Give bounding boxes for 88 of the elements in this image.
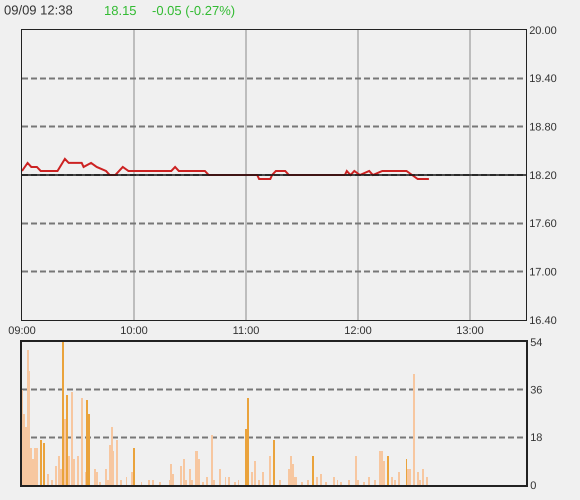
bar xyxy=(363,482,365,485)
y-tick-label: 36 xyxy=(530,384,542,397)
x-tick-label: 09:00 xyxy=(8,325,36,338)
x-tick-label: 13:00 xyxy=(456,325,484,338)
bar xyxy=(62,342,64,485)
bar xyxy=(374,480,376,485)
bar xyxy=(152,480,154,485)
bar xyxy=(333,477,335,485)
text: 18.15 xyxy=(104,3,137,18)
x-tick-label: 10:00 xyxy=(120,325,148,338)
bar xyxy=(77,456,79,485)
bar xyxy=(120,480,122,485)
y-tick-label: 17.60 xyxy=(529,218,557,230)
y-tick-label: 54 xyxy=(530,336,542,349)
bar xyxy=(111,427,113,485)
chart-title: 09/09 12:38 xyxy=(4,2,73,18)
bar xyxy=(262,472,264,485)
bar xyxy=(36,448,38,485)
bar xyxy=(254,461,256,485)
y-tick-label: 0 xyxy=(530,480,536,492)
bar xyxy=(379,451,381,485)
bar xyxy=(422,469,424,485)
bar xyxy=(189,469,191,485)
bar xyxy=(413,374,415,485)
y-tick-label: 16.40 xyxy=(529,314,557,327)
bar xyxy=(409,469,411,485)
bar xyxy=(355,456,357,485)
bar xyxy=(312,456,314,485)
bar xyxy=(258,480,260,485)
y-tick-label: 18 xyxy=(530,432,542,444)
bar xyxy=(47,474,49,485)
bar xyxy=(148,480,150,485)
bar xyxy=(307,480,309,485)
bar xyxy=(116,440,118,485)
y-tick-label: 18.80 xyxy=(529,122,557,134)
bar xyxy=(426,477,428,485)
bar xyxy=(325,482,327,485)
bar xyxy=(27,350,29,485)
bar xyxy=(273,440,275,485)
bar xyxy=(348,480,350,485)
bar xyxy=(131,472,133,485)
bar xyxy=(381,451,383,485)
bar xyxy=(391,477,393,485)
bar xyxy=(301,482,303,485)
bar xyxy=(86,400,88,485)
text: -0.05 (-0.27%) xyxy=(152,3,236,18)
bar xyxy=(290,456,292,485)
y-tick-label: 19.40 xyxy=(529,73,557,86)
y-tick-label: 17.00 xyxy=(529,266,557,279)
bar xyxy=(417,472,419,485)
bar xyxy=(279,480,281,485)
bar xyxy=(407,469,409,485)
bar xyxy=(234,482,236,485)
bar xyxy=(202,482,204,485)
bar xyxy=(340,482,342,485)
bar xyxy=(387,456,389,485)
bar xyxy=(320,474,322,485)
bar xyxy=(228,477,230,485)
bar xyxy=(206,477,208,485)
bar xyxy=(66,395,68,485)
bar xyxy=(183,459,185,485)
bar xyxy=(133,448,135,485)
y-tick-label: 20.00 xyxy=(529,24,557,37)
bar xyxy=(51,480,53,485)
bar xyxy=(34,448,36,485)
bar xyxy=(96,472,98,485)
bar xyxy=(159,482,161,485)
x-tick-label: 11:00 xyxy=(232,325,260,338)
bar xyxy=(81,398,83,485)
bar xyxy=(398,472,400,485)
bar xyxy=(40,440,42,485)
bar xyxy=(269,456,271,485)
x-tick-label: 12:00 xyxy=(344,325,372,338)
bar xyxy=(394,480,396,485)
bar xyxy=(316,477,318,485)
bar xyxy=(58,456,60,485)
bar xyxy=(94,469,96,485)
bar xyxy=(247,398,249,485)
bar xyxy=(105,469,107,485)
bar xyxy=(211,435,213,485)
bar xyxy=(64,419,66,485)
bar xyxy=(368,477,370,485)
bar xyxy=(43,443,45,485)
y-tick-label: 18.20 xyxy=(529,170,557,182)
line-series xyxy=(22,158,430,180)
bar xyxy=(71,392,73,485)
bar xyxy=(170,464,172,485)
bar xyxy=(219,469,221,485)
